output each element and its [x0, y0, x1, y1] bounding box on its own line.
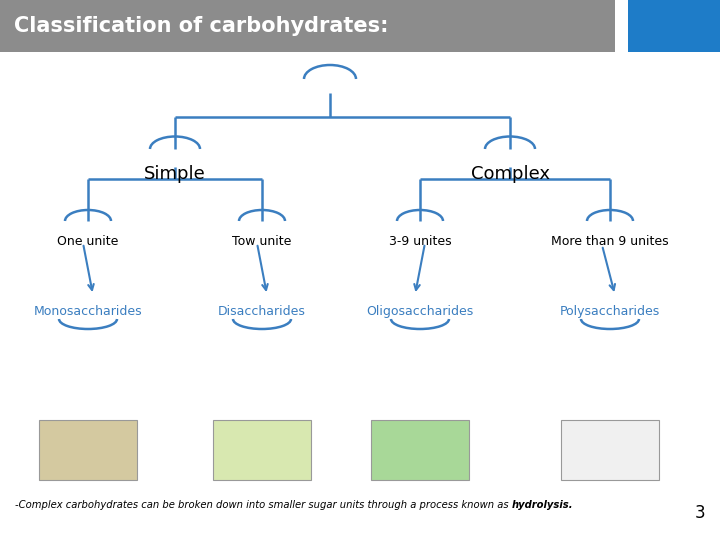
Text: Tow unite: Tow unite: [233, 235, 292, 248]
Text: Monosaccharides: Monosaccharides: [34, 305, 143, 318]
Bar: [213, 420, 311, 480]
Bar: [0, 0, 615, 52]
Text: Classification of carbohydrates:: Classification of carbohydrates:: [14, 16, 389, 36]
Bar: [561, 420, 659, 480]
Text: Complex: Complex: [470, 165, 549, 183]
Text: -Complex carbohydrates can be broken down into smaller sugar units through a pro: -Complex carbohydrates can be broken dow…: [15, 500, 512, 510]
Text: Disaccharides: Disaccharides: [218, 305, 306, 318]
Text: 3-9 unites: 3-9 unites: [389, 235, 451, 248]
Text: hydrolysis.: hydrolysis.: [512, 500, 573, 510]
Text: Simple: Simple: [144, 165, 206, 183]
Text: Polysaccharides: Polysaccharides: [560, 305, 660, 318]
Text: Oligosaccharides: Oligosaccharides: [366, 305, 474, 318]
Bar: [39, 420, 137, 480]
Text: 3: 3: [694, 504, 705, 522]
Bar: [628, 0, 720, 52]
Bar: [371, 420, 469, 480]
Text: More than 9 unites: More than 9 unites: [552, 235, 669, 248]
Text: One unite: One unite: [58, 235, 119, 248]
